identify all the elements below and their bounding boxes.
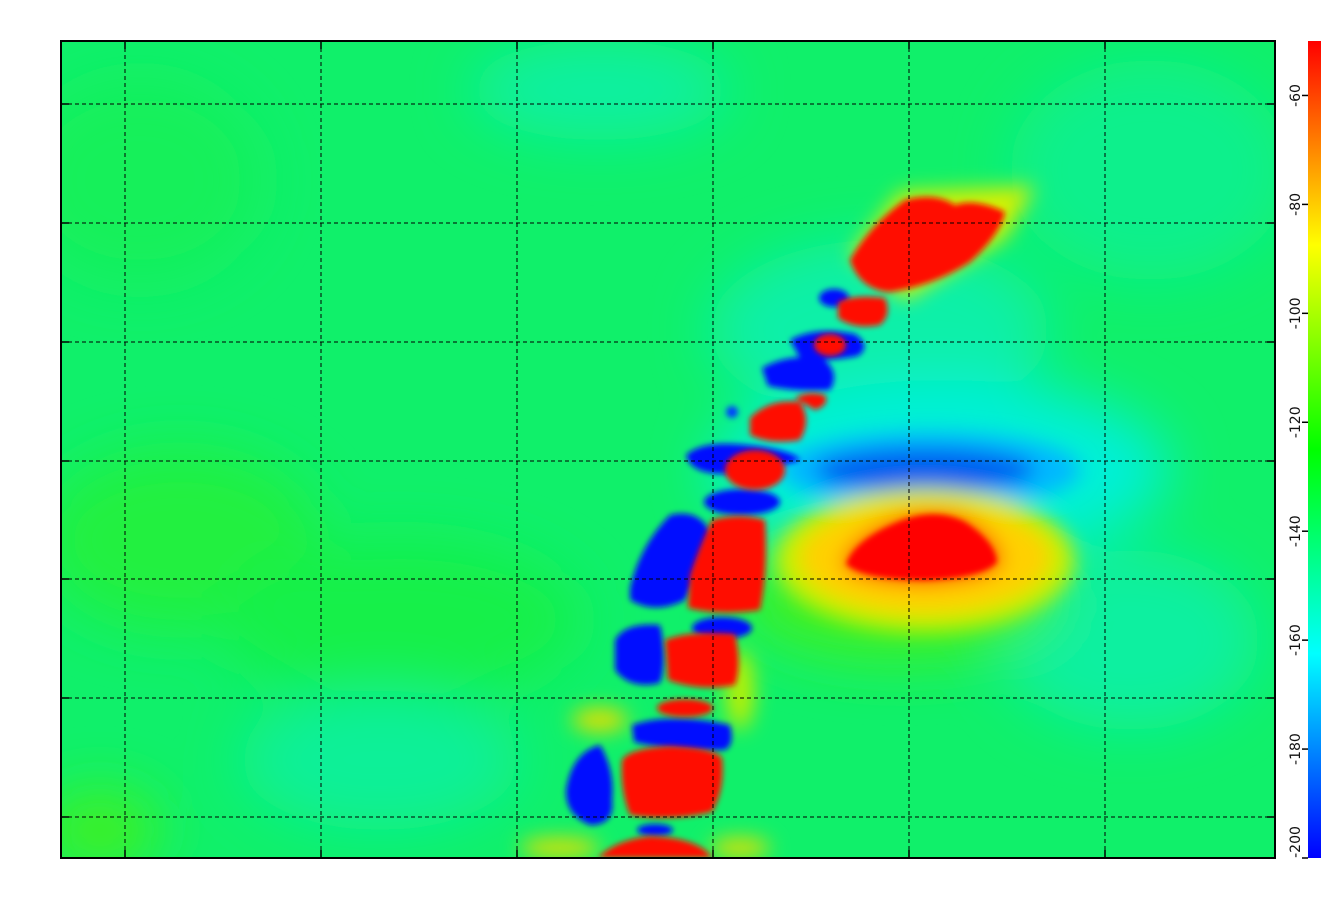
heatmap-blob [688,516,766,613]
heatmap-blob [838,296,888,327]
heatmap-blob [850,196,1005,292]
heatmap-plot-area [61,41,1275,858]
heatmap-blob [750,401,806,442]
heatmap-blob [762,357,834,391]
heatmap-blob [637,824,673,836]
heatmap-blob [815,448,1035,492]
colorbar-tick-label: -120 [1288,406,1304,438]
heatmap-blob [704,489,780,515]
heatmap-blob [665,632,739,688]
heatmap-blob [615,624,664,685]
colorbar-tick-label: -60 [1288,84,1304,107]
colorbar-tick-label: -100 [1288,297,1304,329]
heatmap-blob [565,745,613,825]
heatmap-field-region [1000,550,1260,730]
heatmap-field-region [220,540,580,700]
colorbar-tick-label: -200 [1288,826,1304,858]
plot-tick-marks [61,41,1275,858]
heatmap-blob [725,450,785,490]
heatmap-field-region [240,690,520,830]
heatmap-field-region [470,41,730,140]
colorbar-tick-label: -140 [1288,515,1304,547]
colorbar-tick-label: -160 [1288,624,1304,656]
heatmap-field-region [61,790,160,858]
heatmap-blob [726,406,738,418]
colorbar-tick-label: -180 [1288,733,1304,765]
plot-frame [60,40,1276,859]
heatmap-field-region [1010,60,1275,280]
heatmap-blob [598,836,712,858]
colorbar: -60 -80 -100 -120 -140 -160 -180 -200 [1288,41,1321,859]
heatmap-blob [632,718,732,751]
colorbar-gradient [1308,41,1321,858]
heatmap-hotspot [846,514,997,580]
heatmap-field-region [61,80,260,280]
heatmap-blob [520,838,600,858]
colorbar-ticks: -60 -80 -100 -120 -140 -160 -180 -200 [1288,84,1308,859]
heatmap-blob [621,746,723,818]
heatmap-blob [572,708,628,732]
heatmap-blob [814,334,846,356]
colorbar-tick-label: -80 [1288,193,1304,216]
heatmap-band-red [598,196,1005,858]
heatmap-blob [657,699,713,717]
heatmap-blob [710,838,770,858]
heatmap-blob [795,393,827,410]
chart-grid [61,41,1275,858]
